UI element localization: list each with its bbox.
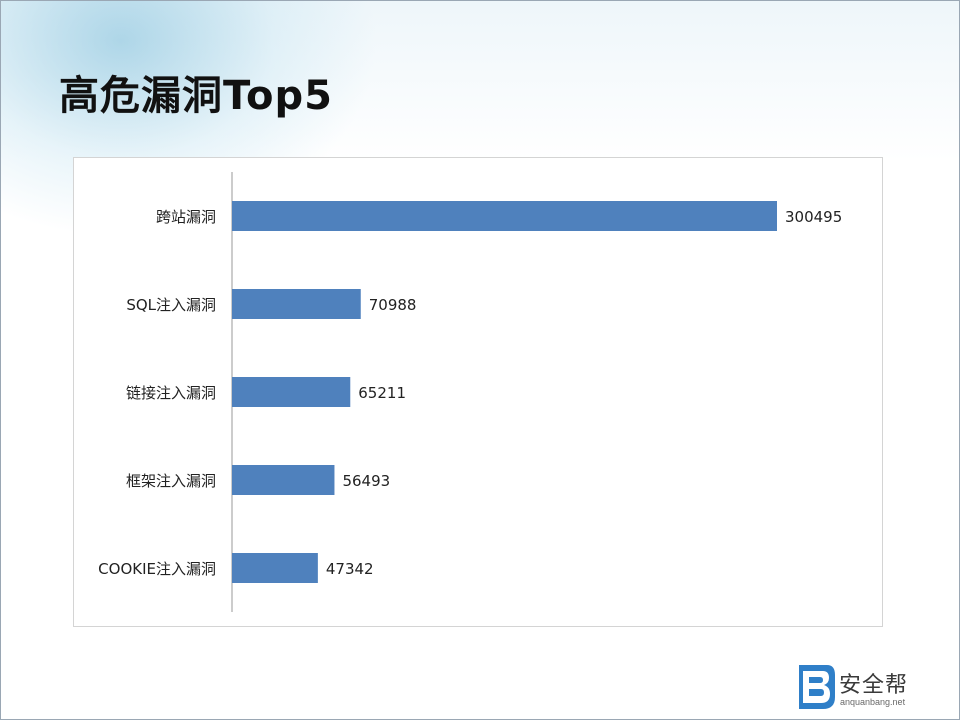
bar — [232, 289, 361, 319]
brand-logo-url: anquanbang.net — [840, 697, 906, 707]
brand-logo-name: 安全帮 — [839, 673, 909, 698]
category-label: COOKIE注入漏洞 — [98, 560, 216, 578]
chart-area: 跨站漏洞 300495 SQL注入漏洞 70988 链接注入漏洞 65211 框架注入漏洞 5… — [73, 157, 883, 627]
data-label: 300495 — [785, 208, 842, 226]
bar — [232, 465, 335, 495]
category-label: 链接注入漏洞 — [126, 384, 216, 402]
brand-logo-icon — [799, 665, 835, 709]
bar — [232, 553, 318, 583]
category-label: 跨站漏洞 — [156, 208, 216, 226]
bar — [232, 377, 351, 407]
brand-logo: 安全帮 anquanbang.net — [793, 661, 933, 713]
data-label: 47342 — [326, 560, 374, 578]
data-label: 70988 — [369, 296, 417, 314]
data-label: 65211 — [358, 384, 406, 402]
category-label: 框架注入漏洞 — [126, 472, 216, 490]
bar-chart: 跨站漏洞 300495 SQL注入漏洞 70988 链接注入漏洞 65211 框架注入漏洞 5… — [98, 172, 842, 612]
data-label: 56493 — [342, 472, 390, 490]
bar — [232, 201, 777, 231]
category-label: SQL注入漏洞 — [126, 296, 216, 314]
slide-title: 高危漏洞Top5 — [59, 73, 333, 119]
